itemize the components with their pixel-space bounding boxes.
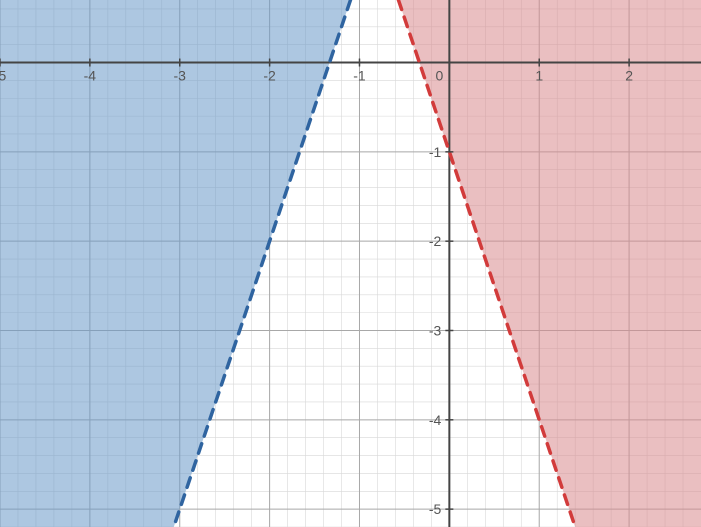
x-tick-label: 2 — [625, 68, 633, 84]
x-tick-label: -1 — [353, 68, 366, 84]
x-tick-label: -3 — [174, 68, 187, 84]
x-tick-label: -2 — [263, 68, 276, 84]
x-tick-label: -5 — [0, 68, 6, 84]
y-tick-label: -1 — [429, 144, 442, 160]
x-tick-label: 1 — [535, 68, 543, 84]
y-tick-label: -4 — [429, 412, 442, 428]
y-tick-label: -2 — [429, 233, 442, 249]
inequality-graph: -5 -4 -3 -2 -1 0 1 2 -1 -2 -3 -4 -5 — [0, 0, 701, 527]
x-tick-label: -4 — [84, 68, 97, 84]
y-tick-label: -3 — [429, 322, 442, 338]
y-tick-label: -5 — [429, 501, 442, 517]
origin-label: 0 — [435, 68, 443, 84]
